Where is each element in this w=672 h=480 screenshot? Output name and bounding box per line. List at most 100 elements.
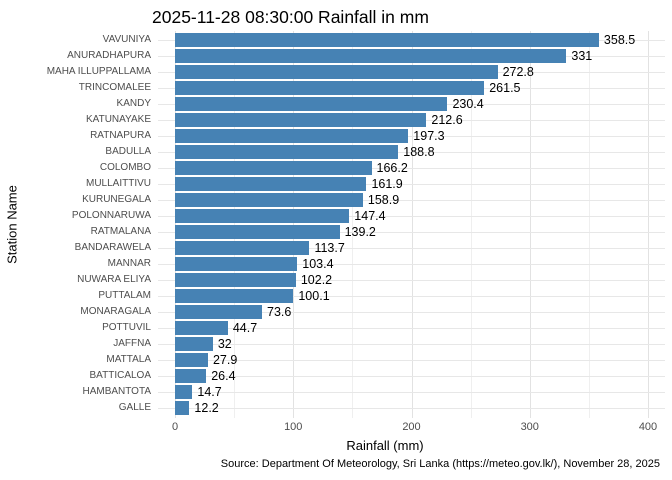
bar-value-label: 100.1 bbox=[298, 289, 330, 303]
source-caption: Source: Department Of Meteorology, Sri L… bbox=[220, 458, 660, 470]
bar-value-label: 73.6 bbox=[267, 305, 292, 319]
bar bbox=[175, 369, 207, 383]
category-gridline bbox=[158, 376, 665, 377]
x-tick-label: 200 bbox=[402, 421, 421, 433]
category-gridline bbox=[158, 168, 665, 169]
x-tick-label: 400 bbox=[638, 421, 658, 433]
y-tick-label: MAHA ILLUPPALLAMA bbox=[46, 66, 151, 77]
y-tick-label: COLOMBO bbox=[99, 162, 151, 173]
category-gridline bbox=[158, 184, 665, 185]
bar bbox=[175, 129, 409, 143]
bar bbox=[175, 49, 567, 63]
y-tick-label: KANDY bbox=[116, 98, 151, 109]
bar bbox=[175, 401, 190, 415]
minor-gridline bbox=[588, 30, 590, 418]
bar bbox=[175, 321, 228, 335]
bar-value-label: 358.5 bbox=[603, 33, 636, 47]
y-tick-label: BATTICALOA bbox=[89, 370, 152, 381]
bar-value-label: 102.2 bbox=[300, 273, 333, 287]
y-tick-label: GALLE bbox=[118, 402, 151, 413]
bar bbox=[175, 177, 367, 191]
bar bbox=[175, 65, 498, 79]
bar bbox=[175, 353, 208, 367]
major-gridline bbox=[293, 30, 295, 418]
y-tick-label: BANDARAWELA bbox=[74, 242, 151, 253]
minor-gridline bbox=[234, 30, 236, 418]
bar-value-label: 230.4 bbox=[452, 97, 484, 111]
x-tick-label: 0 bbox=[171, 421, 179, 433]
y-tick-label: MULLAITTIVU bbox=[85, 178, 151, 189]
y-tick-label: PUTTALAM bbox=[98, 290, 151, 301]
y-tick-label: NUWARA ELIYA bbox=[77, 274, 151, 285]
bar bbox=[175, 113, 427, 127]
category-gridline bbox=[158, 264, 665, 265]
category-gridline bbox=[158, 200, 665, 201]
major-gridline bbox=[411, 30, 413, 418]
bar bbox=[175, 257, 298, 271]
bar-value-label: 44.7 bbox=[232, 321, 258, 335]
bar-value-label: 27.9 bbox=[212, 353, 238, 367]
y-tick-label: MATTALA bbox=[106, 354, 151, 365]
bar bbox=[175, 385, 193, 399]
category-gridline bbox=[158, 152, 665, 153]
bar bbox=[175, 305, 263, 319]
y-tick-label: KURUNEGALA bbox=[82, 194, 151, 205]
y-tick-label: KATUNAYAKE bbox=[85, 114, 151, 125]
category-gridline bbox=[158, 216, 665, 217]
y-tick-label: RATNAPURA bbox=[90, 130, 151, 141]
bar-value-label: 212.6 bbox=[431, 113, 463, 127]
major-gridline bbox=[175, 30, 176, 418]
bar-value-label: 147.4 bbox=[354, 209, 386, 223]
category-gridline bbox=[158, 344, 665, 345]
minor-gridline bbox=[352, 30, 354, 418]
x-tick-label: 100 bbox=[284, 421, 303, 433]
bar bbox=[175, 81, 485, 95]
y-tick-label: BADULLA bbox=[105, 146, 151, 157]
y-tick-label: RATMALANA bbox=[90, 226, 151, 237]
category-gridline bbox=[158, 296, 665, 297]
category-gridline bbox=[158, 328, 665, 329]
y-tick-label: MONARAGALA bbox=[80, 306, 151, 317]
bar bbox=[175, 337, 213, 351]
bar-value-label: 158.9 bbox=[367, 193, 400, 207]
bar-value-label: 331 bbox=[571, 49, 593, 63]
x-axis-title: Rainfall (mm) bbox=[346, 438, 424, 453]
bar-value-label: 103.4 bbox=[302, 257, 334, 271]
y-tick-label: HAMBANTOTA bbox=[82, 386, 151, 397]
y-tick-label: VAVUNIYA bbox=[102, 34, 151, 45]
major-gridline bbox=[648, 30, 649, 418]
x-tick-label: 300 bbox=[520, 421, 539, 433]
bar-value-label: 26.4 bbox=[211, 369, 236, 383]
minor-gridline bbox=[470, 30, 472, 418]
category-gridline bbox=[158, 232, 665, 233]
bar bbox=[175, 209, 350, 223]
bar-value-label: 139.2 bbox=[344, 225, 376, 239]
category-gridline bbox=[158, 136, 665, 137]
bar bbox=[175, 241, 310, 255]
bar-value-label: 161.9 bbox=[371, 177, 403, 191]
y-tick-label: MANNAR bbox=[107, 258, 151, 269]
bar-value-label: 113.7 bbox=[314, 241, 345, 255]
bar bbox=[175, 225, 340, 239]
category-gridline bbox=[158, 360, 665, 361]
bar bbox=[175, 97, 448, 111]
bar-value-label: 197.3 bbox=[413, 129, 445, 143]
y-tick-label: ANURADHAPURA bbox=[67, 50, 151, 61]
bar bbox=[175, 289, 294, 303]
category-gridline bbox=[158, 280, 665, 281]
category-gridline bbox=[158, 312, 665, 313]
category-gridline bbox=[158, 392, 665, 393]
bar bbox=[175, 193, 363, 207]
y-tick-label: POLONNARUWA bbox=[71, 210, 151, 221]
category-gridline bbox=[158, 248, 665, 249]
y-tick-label: JAFFNA bbox=[113, 338, 151, 349]
bar bbox=[175, 161, 372, 175]
bar bbox=[175, 273, 296, 287]
bar-value-label: 261.5 bbox=[489, 81, 521, 95]
bar bbox=[175, 145, 399, 159]
major-gridline bbox=[529, 30, 531, 418]
bar-value-label: 272.8 bbox=[502, 65, 534, 79]
bar-value-label: 166.2 bbox=[376, 161, 408, 175]
bar-value-label: 188.8 bbox=[403, 145, 435, 159]
